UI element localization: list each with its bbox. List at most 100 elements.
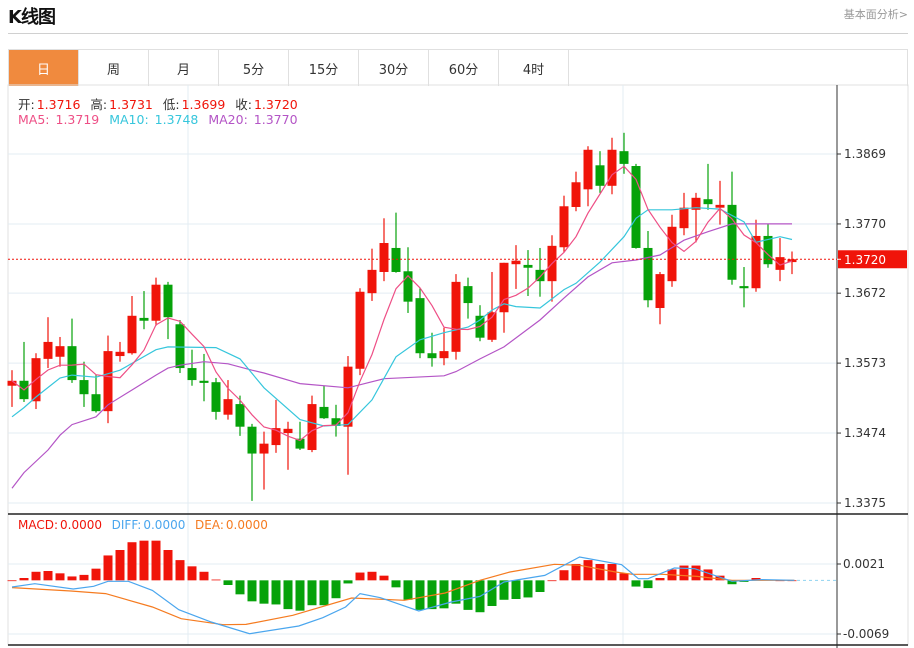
candle [715, 180, 725, 225]
candle-body [235, 404, 245, 427]
macd-bar [487, 580, 497, 606]
candle [559, 195, 569, 253]
candle [763, 223, 773, 268]
ma10-value: 1.3748 [154, 112, 199, 127]
tab-5min[interactable]: 5分 [219, 50, 289, 86]
candle-body [427, 353, 437, 359]
candle [667, 214, 677, 287]
candle-body [715, 204, 725, 208]
candle-body [583, 149, 593, 190]
candle [367, 248, 377, 301]
tab-week[interactable]: 周 [79, 50, 149, 86]
candle [595, 151, 605, 193]
ma5-label: MA5: [18, 112, 50, 127]
candle [787, 251, 797, 275]
close-label: 收: [235, 97, 252, 112]
macd-bar [727, 580, 737, 585]
macd-bar [367, 571, 377, 581]
candle-body [439, 351, 449, 359]
ma10-label: MA10: [109, 112, 149, 127]
candle-body [175, 324, 185, 369]
candle-body [199, 380, 209, 383]
candle [679, 192, 689, 236]
candle-body [67, 346, 77, 381]
macd-bar [55, 573, 65, 581]
diff-label: DIFF: [111, 518, 142, 532]
macd-bar [331, 580, 341, 599]
macd-bar [595, 564, 605, 581]
candle [751, 219, 761, 292]
candle-body [7, 380, 17, 386]
tab-60min[interactable]: 60分 [429, 50, 499, 86]
candle [151, 277, 161, 326]
candle [211, 377, 221, 420]
candle-body [379, 243, 389, 272]
macd-bar [43, 571, 53, 581]
macd-bar [439, 580, 449, 609]
candle-body [223, 399, 233, 415]
candle-body [595, 165, 605, 186]
tab-day[interactable]: 日 [9, 50, 79, 86]
macd-bar [247, 580, 257, 602]
candle-body [319, 406, 329, 419]
candle [115, 341, 125, 362]
macd-bar [751, 578, 761, 581]
diff-line [11, 556, 795, 635]
price-tick-label: 1.3672 [844, 286, 886, 300]
macd-bar [211, 579, 221, 581]
price-tick-label: 1.3573 [844, 356, 886, 370]
candle-body [703, 199, 713, 205]
candle-body [307, 404, 317, 451]
candle-body [247, 426, 257, 454]
price-tick-label: 1.3869 [844, 147, 886, 161]
candle-body [631, 166, 641, 248]
ma10-line [11, 207, 793, 427]
dea-value: 0.0000 [225, 518, 268, 532]
macd-label: MACD: [18, 518, 59, 532]
ma5-value: 1.3719 [55, 112, 100, 127]
candle [31, 353, 41, 410]
candle-body [619, 151, 629, 164]
candle [271, 399, 281, 453]
candle-body [775, 257, 785, 270]
macd-bar [451, 580, 461, 604]
candle [331, 404, 341, 437]
fundamental-analysis-link[interactable]: 基本面分析> [843, 8, 908, 21]
candle [631, 163, 641, 249]
candle-body [499, 262, 509, 313]
candle [403, 247, 413, 313]
candle-body [367, 269, 377, 294]
macd-bar [691, 565, 701, 581]
macd-bar [175, 560, 185, 581]
tab-30min[interactable]: 30分 [359, 50, 429, 86]
tab-4hour[interactable]: 4时 [499, 50, 569, 86]
candle-body [415, 298, 425, 354]
candle [223, 380, 233, 420]
candle-body [727, 204, 737, 280]
macd-bar [7, 580, 17, 582]
tab-month[interactable]: 月 [149, 50, 219, 86]
macd-bar [235, 580, 245, 595]
candle-body [763, 235, 773, 265]
tab-15min[interactable]: 15分 [289, 50, 359, 86]
candle [127, 296, 137, 355]
macd-info: MACD: 0.0000 DIFF: 0.0000 DEA: 0.0000 [18, 518, 270, 532]
ma-info: MA5: 1.3719 MA10: 1.3748 MA20: 1.3770 [18, 112, 300, 127]
close-value: 1.3720 [253, 97, 298, 112]
period-tabs: 日 周 月 5分 15分 30分 60分 4时 [8, 49, 908, 86]
candle-body [271, 428, 281, 446]
macd-bar [127, 542, 137, 581]
candle [427, 332, 437, 367]
macd-bar [79, 574, 89, 581]
ma5-line [11, 165, 793, 442]
candle-body [211, 382, 221, 412]
candle [247, 423, 257, 501]
current-price-badge [838, 250, 907, 269]
candle [187, 349, 197, 386]
macd-bar [379, 575, 389, 581]
candle-body [79, 380, 89, 395]
candle [607, 137, 617, 195]
candle-body [151, 284, 161, 321]
candle [547, 235, 557, 302]
